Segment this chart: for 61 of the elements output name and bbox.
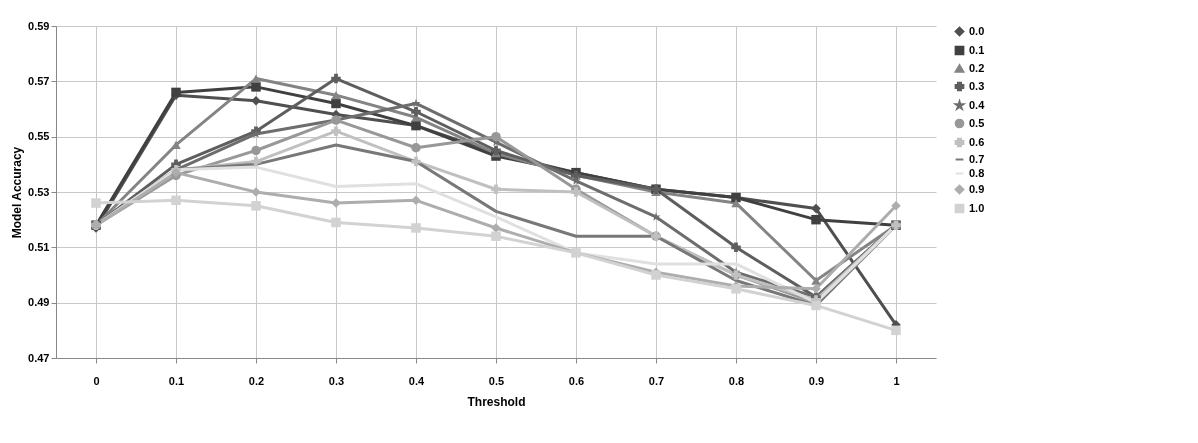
legend-label: 0.2 xyxy=(969,61,985,74)
y-tick-label: 0.55 xyxy=(28,130,50,143)
point xyxy=(251,201,261,211)
x-tick-label: 0.6 xyxy=(568,374,585,387)
x-tick-label: 0.7 xyxy=(648,374,665,387)
y-axis-title: Model Accuracy xyxy=(10,146,25,239)
point xyxy=(491,131,501,142)
y-tick-label: 0.57 xyxy=(28,74,50,87)
x-tick-label: 0.1 xyxy=(168,374,185,387)
point xyxy=(811,203,821,214)
y-tick-label: 0.51 xyxy=(28,240,50,253)
point xyxy=(411,156,421,167)
point xyxy=(251,145,261,156)
legend-label: 0.8 xyxy=(969,166,985,179)
legend-label: 0.3 xyxy=(969,79,985,92)
legend-label: 0.7 xyxy=(969,152,985,165)
x-tick-label: 0.9 xyxy=(808,374,825,387)
point xyxy=(811,214,821,225)
point xyxy=(411,107,421,117)
point xyxy=(251,156,261,167)
legend-label: 0.9 xyxy=(969,182,985,195)
x-tick-label: 0.8 xyxy=(728,374,745,387)
legend-label: 0.1 xyxy=(969,43,985,56)
point xyxy=(731,242,741,253)
x-tick-label: 0.4 xyxy=(408,374,426,387)
point xyxy=(411,223,421,233)
x-tick-label: 0.3 xyxy=(328,374,345,387)
x-axis-title: Threshold xyxy=(467,394,526,409)
point xyxy=(331,91,341,100)
y-tick-label: 0.53 xyxy=(28,185,50,198)
x-tick-label: 0 xyxy=(93,374,100,387)
point xyxy=(331,126,341,136)
point xyxy=(731,198,741,208)
point xyxy=(171,195,181,206)
point xyxy=(411,195,421,206)
point xyxy=(331,217,341,228)
point xyxy=(251,82,261,92)
point xyxy=(411,98,421,108)
y-tick-label: 0.49 xyxy=(28,296,50,309)
x-tick-label: 1 xyxy=(893,374,900,387)
point xyxy=(411,143,421,153)
point xyxy=(571,176,581,185)
y-tick-label: 0.59 xyxy=(28,19,50,32)
point xyxy=(331,73,341,84)
legend-label: 1.0 xyxy=(969,201,985,214)
x-tick-label: 0.5 xyxy=(488,374,505,387)
point xyxy=(891,325,901,336)
legend-label: 0.0 xyxy=(969,24,985,37)
x-tick-label: 0.2 xyxy=(248,374,265,387)
legend-label: 0.5 xyxy=(969,116,985,129)
y-tick-label: 0.47 xyxy=(28,351,50,364)
legend-label: 0.6 xyxy=(969,135,985,148)
point xyxy=(491,231,501,242)
point xyxy=(331,98,341,109)
point xyxy=(811,276,821,285)
point xyxy=(251,95,261,106)
point xyxy=(91,198,101,208)
point xyxy=(491,184,501,194)
point xyxy=(171,140,181,150)
point xyxy=(251,74,261,83)
legend-label: 0.4 xyxy=(969,98,986,111)
